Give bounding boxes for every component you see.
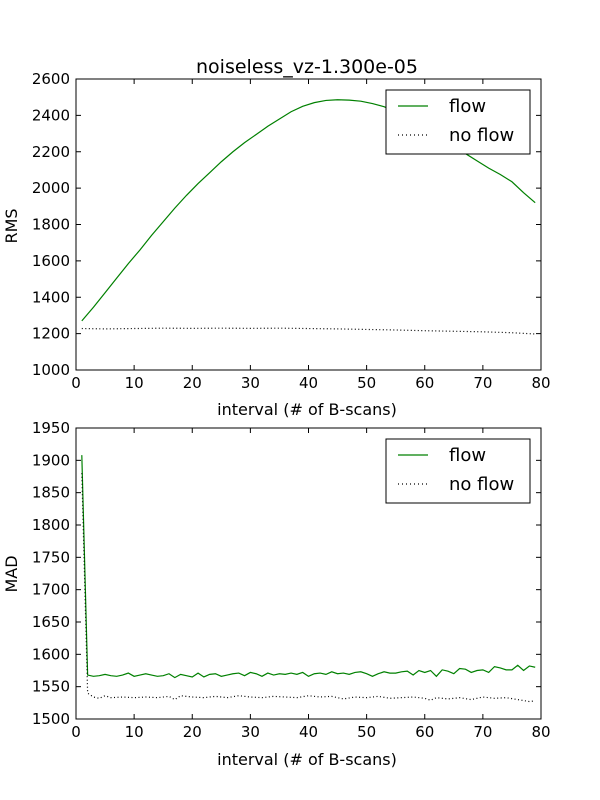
x-tick-label: 20: [183, 374, 202, 392]
y-tick-label: 1700: [32, 581, 70, 599]
y-tick-label: 1600: [32, 252, 70, 270]
legend-flow-label: flow: [449, 445, 486, 466]
x-axis-label: interval (# of B-scans): [217, 750, 397, 769]
y-tick-label: 1550: [32, 678, 70, 696]
y-tick-label: 1650: [32, 613, 70, 631]
legend: flow no flow: [385, 438, 531, 504]
x-tick-label: 50: [357, 374, 376, 392]
y-tick-label: 1800: [32, 516, 70, 534]
x-tick-label: 70: [473, 723, 492, 741]
y-tick-label: 2000: [32, 179, 70, 197]
y-axis-label: RMS: [2, 208, 21, 243]
legend-box: [385, 438, 531, 504]
plot-area: 0 10 20 30 40 50 60 70 80 1500 1550 1600 1650 1700 175…: [32, 419, 551, 741]
x-tick-label: 80: [531, 374, 550, 392]
y-tick-label: 1500: [32, 710, 70, 728]
x-tick-label: 0: [71, 374, 81, 392]
x-tick-label: 70: [473, 374, 492, 392]
y-axis-label: MAD: [2, 555, 21, 592]
mad-chart: 0 10 20 30 40 50 60 70 80 1500 1550 1600 1650 1700 175…: [2, 419, 551, 769]
series-no-flow-line: [81, 327, 536, 335]
x-tick-label: 60: [415, 723, 434, 741]
x-tick-label: 0: [71, 723, 81, 741]
x-tick-label: 10: [125, 723, 144, 741]
y-tick-label: 1950: [32, 419, 70, 437]
rms-chart: noiseless_vz-1.300e-05 0 10 20 30 40 50 60 70 80…: [2, 56, 551, 419]
x-tick-label: 50: [357, 723, 376, 741]
series-flow-line: [81, 455, 536, 679]
x-axis-label: interval (# of B-scans): [217, 400, 397, 419]
y-tick-label: 1600: [32, 645, 70, 663]
plot-area: 0 10 20 30 40 50 60 70 80 1000 1200 1400 1600 1800 200…: [32, 70, 551, 392]
legend-no-flow-label: no flow: [449, 474, 514, 495]
x-tick-label: 20: [183, 723, 202, 741]
legend: flow no flow: [385, 89, 531, 155]
y-tick-label: 1800: [32, 216, 70, 234]
legend-no-flow-label: no flow: [449, 125, 514, 146]
x-tick-label: 40: [299, 723, 318, 741]
y-tick-label: 2400: [32, 106, 70, 124]
y-tick-label: 1200: [32, 325, 70, 343]
y-tick-label: 2600: [32, 70, 70, 88]
x-tick-label: 30: [241, 374, 260, 392]
legend-box: [385, 89, 531, 155]
x-tick-label: 30: [241, 723, 260, 741]
series-no-flow-line: [81, 473, 536, 703]
y-tick-label: 1000: [32, 361, 70, 379]
y-tick-label: 1400: [32, 288, 70, 306]
chart-title: noiseless_vz-1.300e-05: [196, 56, 418, 78]
y-tick-label: 2200: [32, 143, 70, 161]
x-tick-label: 40: [299, 374, 318, 392]
x-tick-label: 60: [415, 374, 434, 392]
y-tick-label: 1850: [32, 484, 70, 502]
y-tick-label: 1750: [32, 548, 70, 566]
y-tick-label: 1900: [32, 451, 70, 469]
x-tick-label: 10: [125, 374, 144, 392]
x-tick-label: 80: [531, 723, 550, 741]
legend-flow-label: flow: [449, 96, 486, 117]
